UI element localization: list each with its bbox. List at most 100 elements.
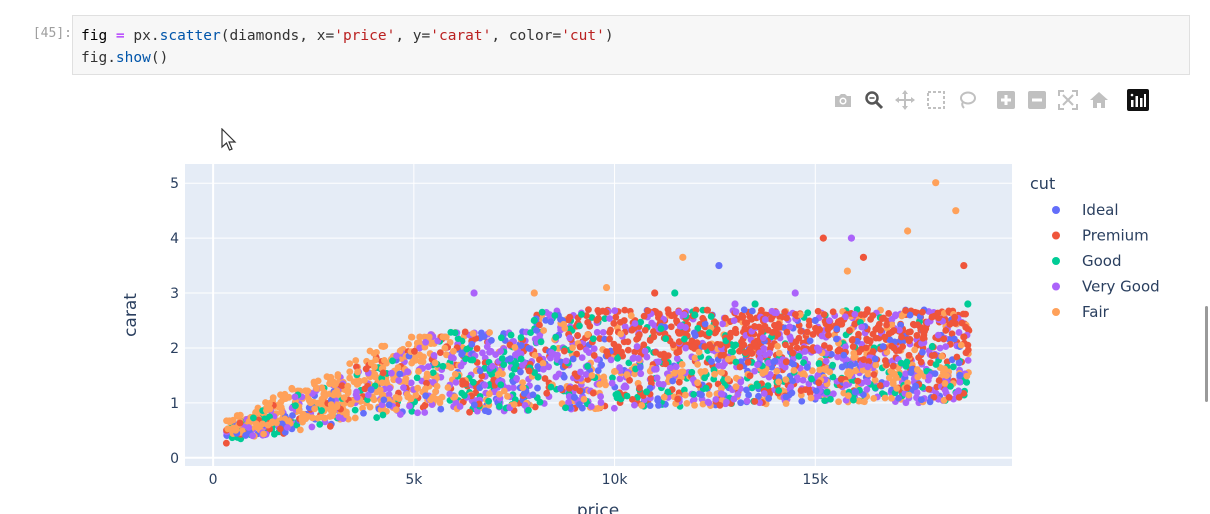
scatter-point[interactable] [960, 333, 968, 341]
scatter-point[interactable] [851, 388, 860, 396]
scatter-point[interactable] [891, 311, 900, 319]
plotly-logo-icon[interactable] [1127, 89, 1149, 111]
scatter-point[interactable] [691, 311, 699, 319]
autoscale-icon[interactable] [1057, 89, 1079, 111]
scatter-point[interactable] [771, 327, 779, 336]
scatter-point [724, 355, 732, 363]
scatter-point [408, 407, 416, 415]
scatter-point[interactable] [952, 207, 960, 215]
scatter-point [557, 315, 564, 323]
legend-item[interactable]: Fair [1052, 303, 1110, 321]
scatter-point [840, 351, 848, 359]
scatter-point [898, 312, 906, 320]
scatter-point [259, 420, 266, 428]
pan-icon[interactable] [894, 89, 916, 111]
scatter-point[interactable] [932, 179, 940, 187]
scrollbar-thumb[interactable] [1205, 306, 1208, 402]
scatter-point[interactable] [956, 371, 964, 379]
scatter-point[interactable] [847, 234, 856, 242]
scatter-point [782, 376, 790, 384]
scatter-point [931, 351, 938, 359]
scatter-point [691, 354, 699, 362]
scatter-point [606, 335, 614, 343]
scatter-point[interactable] [731, 300, 739, 308]
zoom-in-icon[interactable] [995, 89, 1017, 111]
scatter-point [406, 402, 413, 410]
scatter-point [504, 392, 511, 400]
scatter-point [573, 350, 581, 358]
scatter-point[interactable] [751, 300, 759, 308]
scatter-point[interactable] [715, 261, 723, 270]
legend-item[interactable]: Ideal [1052, 201, 1119, 219]
scatter-point [834, 318, 842, 326]
scatter-point [691, 401, 698, 409]
scatter-point [917, 358, 925, 366]
scatter-point[interactable] [791, 289, 799, 297]
scatter-point[interactable] [602, 283, 611, 292]
scatter-point [879, 343, 887, 350]
reset-axes-icon[interactable] [1088, 89, 1110, 111]
scatter-point[interactable] [843, 267, 852, 275]
scatter-point [566, 334, 574, 342]
scatter-point[interactable] [964, 300, 972, 308]
scatter-point [656, 351, 664, 359]
scatter-point [600, 373, 608, 381]
scatter-point[interactable] [570, 393, 579, 401]
scatter-point [488, 336, 495, 344]
scatter-point [694, 379, 701, 387]
code-line-1: fig = px.scatter(diamonds, x='price', y=… [81, 28, 614, 44]
lasso-icon[interactable] [956, 89, 978, 111]
scatter-point[interactable] [530, 316, 538, 325]
scatter-point[interactable] [530, 289, 538, 297]
scatter-point [955, 393, 963, 401]
scatter-point[interactable] [470, 289, 478, 297]
zoom-out-icon[interactable] [1026, 89, 1048, 111]
scatter-point [565, 384, 573, 392]
scatter-point [758, 306, 765, 314]
code-cell-input[interactable]: fig = px.scatter(diamonds, x='price', y=… [72, 15, 1190, 75]
scatter-point [497, 347, 505, 355]
scatter-point[interactable] [819, 234, 827, 242]
scatter-point[interactable] [859, 253, 868, 261]
scatter-point [476, 367, 484, 375]
legend-item[interactable]: Good [1052, 252, 1122, 270]
scatter-point [587, 403, 595, 410]
scatter-point [296, 426, 304, 434]
scatter-point[interactable] [651, 289, 659, 297]
legend-item[interactable]: Premium [1052, 227, 1149, 245]
scatter-point [609, 374, 616, 382]
scatter-point[interactable] [912, 382, 920, 390]
scatter-point[interactable] [679, 253, 687, 261]
scatter-point[interactable] [960, 261, 968, 270]
scatter-point [648, 319, 656, 327]
scatter-point [951, 313, 959, 321]
scatter-point [789, 349, 797, 357]
scatter-point [741, 324, 749, 332]
camera-icon[interactable] [832, 89, 854, 111]
scatter-point[interactable] [904, 227, 912, 235]
scatter-point [829, 308, 837, 316]
scatter-point[interactable] [671, 289, 679, 297]
zoom-icon[interactable] [863, 89, 885, 111]
scatter-point [807, 394, 815, 402]
scatter-point [666, 364, 674, 372]
scatter-point [511, 343, 519, 351]
scatter-point [346, 374, 354, 382]
scatter-point [497, 381, 505, 389]
scatter-point [589, 389, 597, 397]
scatter-point [851, 320, 859, 328]
scatter-point [643, 353, 651, 361]
scatter-point [913, 332, 921, 339]
scatter-point[interactable] [811, 316, 819, 325]
scatter-point [871, 355, 879, 363]
scatter-point [569, 355, 577, 363]
scatter-point [708, 358, 715, 365]
scatter-point [896, 326, 903, 334]
scatter-point [833, 325, 841, 333]
scatter-point [506, 341, 514, 349]
legend-item[interactable]: Very Good [1052, 278, 1160, 296]
scatter-point [674, 395, 682, 403]
scatter-point [416, 344, 423, 352]
box-select-icon[interactable] [925, 89, 947, 111]
scatter-point [249, 432, 256, 440]
